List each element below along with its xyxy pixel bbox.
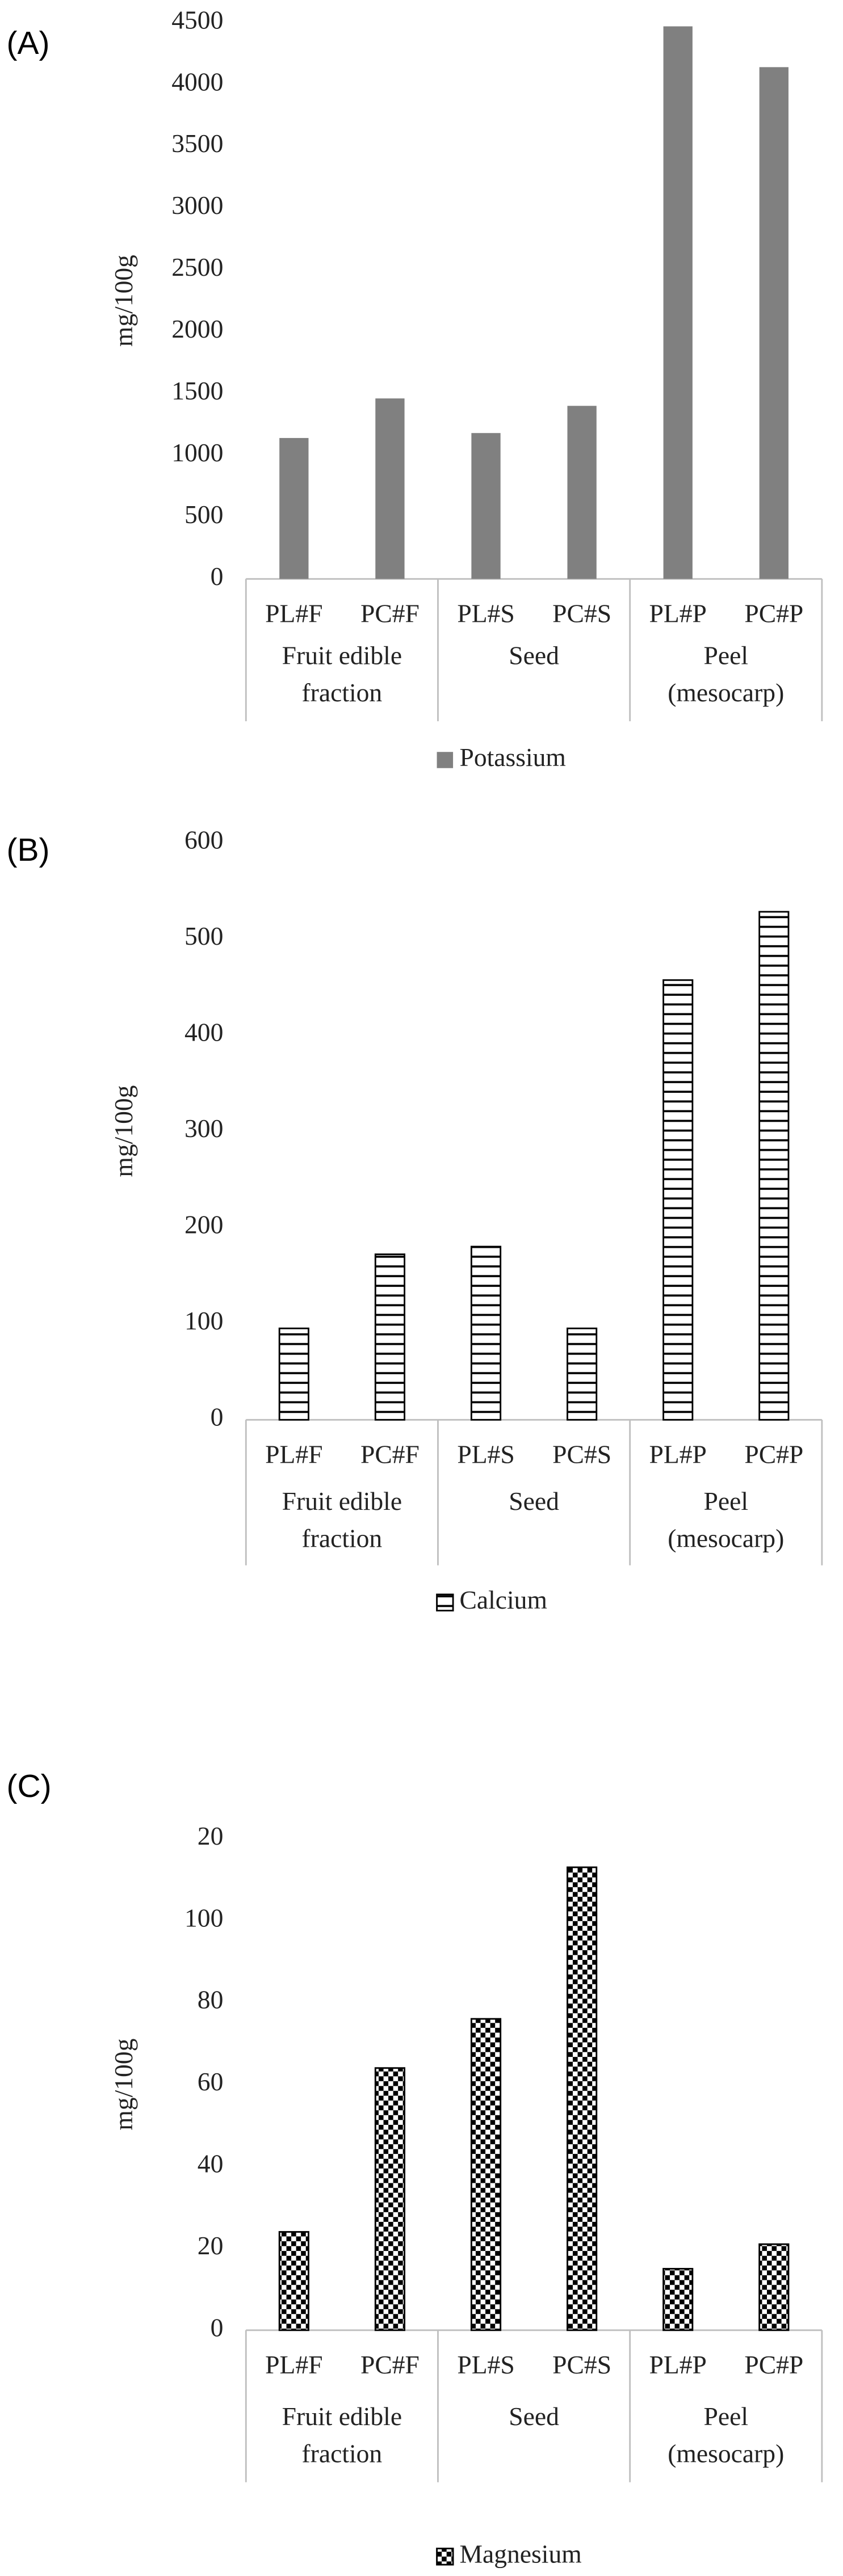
- group-label: Seed: [509, 641, 559, 670]
- y-tick-label: 1500: [171, 376, 223, 405]
- y-tick-label: 4500: [171, 5, 223, 34]
- y-axis-label: mg/100g: [109, 255, 138, 347]
- group-label: (mesocarp): [668, 2439, 784, 2468]
- x-tick-label: PL#F: [265, 599, 322, 628]
- bar: [374, 2067, 406, 2331]
- y-tick-label: 40: [198, 2149, 224, 2178]
- bar: [374, 1253, 406, 1421]
- bar: [470, 1245, 502, 1421]
- y-tick-label: 0: [211, 2313, 224, 2342]
- y-tick-label: 1000: [171, 438, 223, 467]
- bar: [375, 398, 405, 579]
- bar: [663, 26, 693, 579]
- bar: [662, 979, 694, 1421]
- group-label: Fruit edible: [282, 641, 402, 670]
- bar: [567, 1866, 598, 2331]
- legend-swatch: [437, 752, 454, 768]
- y-tick-label: 3000: [171, 191, 223, 220]
- bar: [279, 437, 309, 579]
- x-tick-label: PL#F: [265, 1439, 322, 1468]
- bar: [758, 911, 790, 1421]
- group-label: fraction: [302, 678, 383, 707]
- group-label: Peel: [704, 641, 748, 670]
- bar: [470, 2018, 502, 2331]
- y-tick-label: 100: [184, 1306, 223, 1335]
- x-tick-label: PL#S: [457, 1439, 514, 1468]
- x-tick-label: PC#P: [744, 1439, 803, 1468]
- bar: [278, 2231, 309, 2331]
- x-tick-label: PL#S: [457, 2350, 514, 2379]
- y-tick-label: 3500: [171, 129, 223, 158]
- group-label: Fruit edible: [282, 2402, 402, 2431]
- y-tick-label: 500: [184, 921, 223, 950]
- x-tick-label: PC#F: [360, 2350, 420, 2379]
- y-tick-label: 400: [184, 1017, 223, 1046]
- y-tick-label: 60: [198, 2067, 224, 2096]
- y-tick-label: 0: [211, 1403, 224, 1432]
- y-axis-label: mg/100g: [109, 2039, 138, 2131]
- x-tick-label: PL#S: [457, 599, 514, 628]
- x-tick-label: PC#S: [552, 599, 611, 628]
- x-tick-label: PC#F: [360, 1439, 420, 1468]
- legend-swatch: [436, 2548, 454, 2566]
- y-tick-label: 80: [198, 1985, 224, 2014]
- x-tick-label: PC#P: [744, 2350, 803, 2379]
- y-tick-label: 200: [184, 1210, 223, 1239]
- group-label: Peel: [704, 2402, 748, 2431]
- y-tick-label: 300: [184, 1114, 223, 1143]
- y-tick-label: 2000: [171, 314, 223, 343]
- group-label: Seed: [509, 2402, 559, 2431]
- panel-label: (B): [6, 832, 49, 868]
- bar: [567, 1327, 598, 1421]
- x-tick-label: PC#F: [360, 599, 420, 628]
- y-tick-label: 600: [184, 825, 223, 854]
- x-tick-label: PL#F: [265, 2350, 322, 2379]
- bar: [567, 406, 597, 579]
- x-tick-label: PC#S: [552, 2350, 611, 2379]
- bar: [758, 2243, 790, 2331]
- y-tick-label: 500: [184, 500, 223, 529]
- y-tick-label: 20: [198, 1821, 224, 1850]
- y-tick-label: 0: [211, 562, 224, 591]
- x-tick-label: PL#P: [649, 1439, 707, 1468]
- x-tick-label: PL#P: [649, 599, 707, 628]
- legend-label: Calcium: [459, 1585, 547, 1614]
- panel-label: (C): [6, 1768, 51, 1804]
- bar: [278, 1327, 309, 1421]
- x-tick-label: PL#P: [649, 2350, 707, 2379]
- group-label: (mesocarp): [668, 678, 784, 707]
- group-label: fraction: [302, 2439, 383, 2468]
- legend-swatch: [436, 1593, 454, 1611]
- panel-label: (A): [6, 25, 49, 61]
- group-label: Seed: [509, 1487, 559, 1516]
- group-label: fraction: [302, 1523, 383, 1552]
- x-tick-label: PC#P: [744, 599, 803, 628]
- y-tick-label: 20: [198, 2231, 224, 2260]
- y-tick-label: 100: [184, 1903, 223, 1932]
- y-tick-label: 2500: [171, 252, 223, 281]
- group-label: Peel: [704, 1487, 748, 1516]
- y-tick-label: 4000: [171, 67, 223, 96]
- x-tick-label: PC#S: [552, 1439, 611, 1468]
- group-label: Fruit edible: [282, 1487, 402, 1516]
- group-label: (mesocarp): [668, 1523, 784, 1552]
- bar: [759, 67, 789, 579]
- legend-label: Potassium: [459, 743, 565, 772]
- y-axis-label: mg/100g: [109, 1085, 138, 1177]
- bar: [471, 433, 501, 579]
- bar: [662, 2268, 694, 2331]
- legend-label: Magnesium: [459, 2539, 581, 2568]
